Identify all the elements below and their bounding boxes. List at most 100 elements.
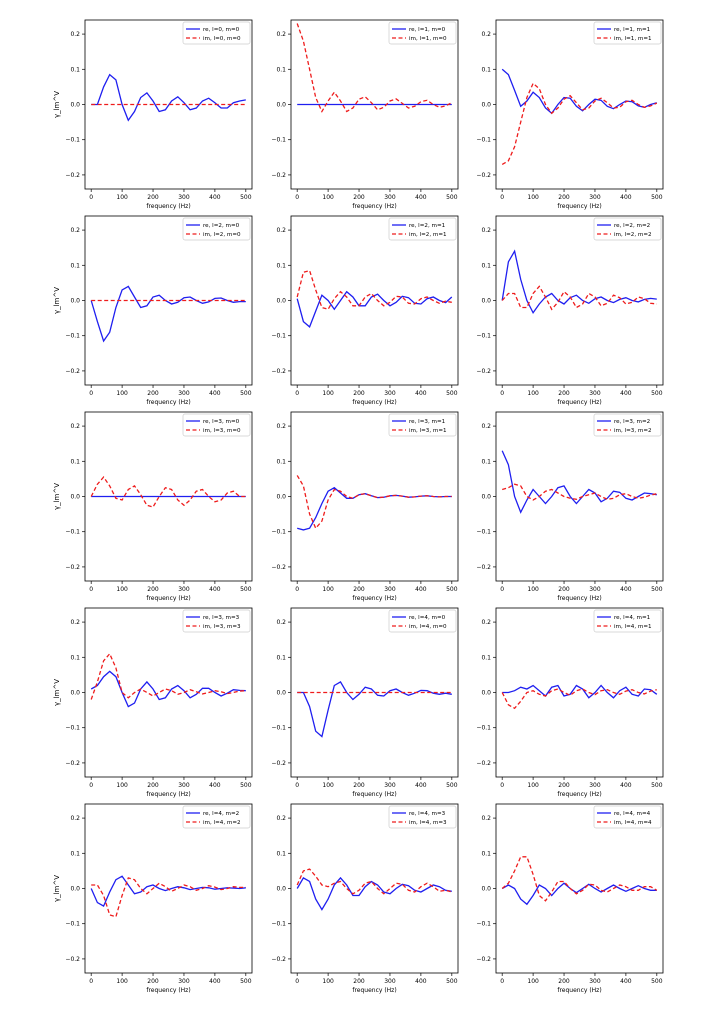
y-tick-label: 0.2	[70, 31, 80, 38]
x-tick-label: 400	[209, 978, 221, 985]
legend-entry: re, l=2, m=0	[203, 223, 240, 229]
legend-entry: im, l=3, m=3	[203, 624, 241, 630]
x-tick-label: 400	[415, 586, 427, 593]
legend-entry: im, l=1, m=1	[614, 36, 652, 42]
x-tick-label: 500	[240, 390, 252, 397]
y-tick-label: −0.1	[65, 137, 80, 144]
x-tick-label: 500	[651, 390, 663, 397]
im-series-line	[502, 483, 657, 501]
x-axis-label: frequency (Hz)	[146, 791, 190, 798]
y-tick-label: −0.2	[271, 956, 286, 963]
x-axis-label: frequency (Hz)	[146, 203, 190, 210]
y-tick-label: 0.1	[481, 850, 491, 857]
x-axis-label: frequency (Hz)	[352, 203, 396, 210]
x-tick-label: 200	[147, 390, 159, 397]
re-series-line	[296, 290, 453, 328]
x-tick-label: 200	[558, 782, 570, 789]
y-tick-label: −0.1	[476, 529, 491, 536]
x-tick-label: 300	[384, 586, 396, 593]
y-tick-label: 0.1	[276, 66, 286, 73]
x-tick-label: 200	[147, 194, 159, 201]
y-tick-label: 0.0	[276, 102, 286, 109]
re-series-line	[501, 68, 657, 115]
y-tick-label: 0.2	[276, 619, 286, 626]
y-axis-label: γ_lm^V	[53, 679, 61, 706]
x-axis-label: frequency (Hz)	[557, 595, 601, 602]
x-tick-label: 500	[446, 586, 458, 593]
legend-entry: re, l=4, m=2	[203, 811, 239, 817]
x-tick-label: 300	[384, 390, 396, 397]
x-tick-label: 200	[353, 194, 365, 201]
y-tick-label: −0.2	[65, 368, 80, 375]
y-tick-label: 0.0	[70, 494, 80, 501]
legend-entry: im, l=3, m=0	[203, 428, 241, 434]
im-series-line	[501, 82, 658, 165]
legend-entry: re, l=2, m=1	[409, 223, 446, 229]
x-tick-label: 300	[178, 586, 190, 593]
x-tick-label: 300	[178, 390, 190, 397]
x-tick-label: 200	[353, 390, 365, 397]
y-tick-label: 0.1	[70, 850, 80, 857]
x-tick-label: 100	[527, 390, 539, 397]
subplot-2: 0 100 200 300 400 500 −0.2 −0.1 0.0 0.1 0.2 frequen…	[271, 19, 459, 210]
y-tick-label: −0.1	[65, 921, 80, 928]
x-tick-label: 0	[295, 586, 299, 593]
legend-entry: im, l=4, m=2	[203, 820, 241, 826]
x-tick-label: 300	[384, 978, 396, 985]
x-tick-label: 100	[116, 194, 128, 201]
y-tick-label: −0.2	[65, 760, 80, 767]
x-tick-label: 0	[89, 782, 93, 789]
y-tick-label: −0.2	[65, 172, 80, 179]
legend-entry: re, l=3, m=0	[203, 419, 240, 425]
y-tick-label: −0.1	[271, 529, 286, 536]
y-tick-label: −0.1	[65, 529, 80, 536]
y-tick-label: −0.1	[271, 921, 286, 928]
subplot-3: 0 100 200 300 400 500 −0.2 −0.1 0.0 0.1 0.2 frequen…	[476, 19, 664, 210]
x-axis-label: frequency (Hz)	[352, 595, 396, 602]
x-tick-label: 400	[620, 194, 632, 201]
legend-entry: im, l=3, m=1	[409, 428, 447, 434]
y-tick-label: −0.2	[476, 172, 491, 179]
subplot-5: 0 100 200 300 400 500 −0.2 −0.1 0.0 0.1 0.2 frequen…	[271, 215, 459, 406]
x-tick-label: 500	[446, 390, 458, 397]
x-tick-label: 0	[89, 390, 93, 397]
y-tick-label: −0.1	[271, 137, 286, 144]
legend-entry: im, l=4, m=1	[614, 624, 652, 630]
y-tick-label: −0.1	[476, 725, 491, 732]
x-tick-label: 200	[353, 586, 365, 593]
re-series-line	[296, 876, 452, 911]
y-tick-label: 0.1	[70, 654, 80, 661]
y-tick-label: 0.0	[276, 494, 286, 501]
y-tick-label: 0.1	[70, 262, 80, 269]
re-series-line	[90, 670, 246, 708]
x-axis-label: frequency (Hz)	[352, 791, 396, 798]
y-tick-label: 0.2	[276, 423, 286, 430]
x-tick-label: 0	[295, 194, 299, 201]
x-tick-label: 400	[620, 390, 632, 397]
y-tick-label: 0.1	[70, 66, 80, 73]
x-tick-label: 0	[500, 978, 504, 985]
re-series-line	[297, 486, 452, 531]
im-series-line	[90, 476, 246, 508]
y-tick-label: 0.2	[481, 31, 491, 38]
x-tick-label: 400	[415, 390, 427, 397]
re-series-line	[91, 73, 246, 122]
y-tick-label: 0.2	[70, 423, 80, 430]
x-tick-label: 400	[415, 782, 427, 789]
x-tick-label: 200	[147, 586, 159, 593]
re-series-line	[90, 285, 246, 343]
re-series-line	[501, 882, 657, 906]
im-series-line	[501, 285, 657, 311]
legend-entry: re, l=0, m=0	[203, 27, 240, 33]
x-tick-label: 100	[527, 782, 539, 789]
x-tick-label: 200	[147, 782, 159, 789]
legend-entry: re, l=1, m=0	[409, 27, 446, 33]
x-tick-label: 100	[322, 586, 334, 593]
y-tick-label: −0.1	[65, 725, 80, 732]
x-tick-label: 400	[620, 586, 632, 593]
x-tick-label: 0	[89, 194, 93, 201]
legend-entry: re, l=4, m=0	[409, 615, 446, 621]
x-axis-label: frequency (Hz)	[352, 399, 396, 406]
x-tick-label: 0	[500, 586, 504, 593]
